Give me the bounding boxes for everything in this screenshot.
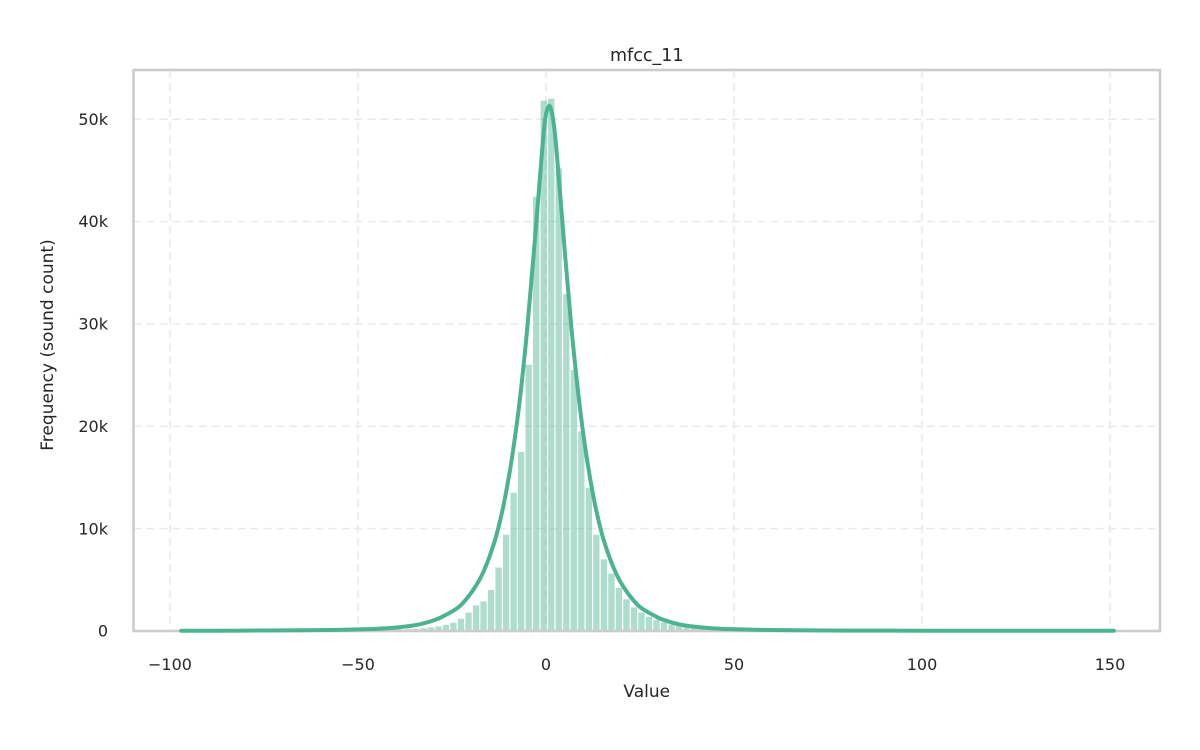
histogram-bar: [465, 612, 472, 631]
y-axis-label: Frequency (sound count): [38, 239, 58, 450]
histogram-bar: [555, 168, 562, 631]
histogram-bar: [480, 601, 487, 631]
histogram-bar: [690, 627, 698, 631]
histogram-bar: [683, 626, 690, 631]
histogram-bar: [668, 624, 675, 631]
histogram-bar: [457, 618, 465, 631]
kde-curve-layer: [179, 103, 1116, 633]
histogram-bar: [533, 196, 540, 631]
histogram-bar: [570, 369, 577, 631]
histogram-bar: [578, 431, 585, 631]
grid-layer: [133, 70, 1160, 632]
histogram-bar: [608, 573, 615, 631]
x-tick-label: 150: [1095, 655, 1126, 674]
x-tick-labels: −100 −50 0 50 100 150: [148, 655, 1125, 674]
x-tick-label: 0: [541, 655, 551, 674]
axes-spines: [132, 68, 1162, 633]
y-tick-labels: 0 10k 20k 30k 40k 50k: [78, 110, 108, 641]
x-axis-label: Value: [623, 682, 670, 702]
histogram-bar: [615, 588, 623, 631]
histogram-bar: [600, 559, 608, 631]
histogram-bar: [645, 616, 653, 631]
x-tick-label: −100: [148, 655, 192, 674]
histogram-bar: [435, 626, 442, 631]
x-tick-label: 100: [907, 655, 938, 674]
histogram-bar: [623, 599, 630, 631]
histogram-bar: [518, 451, 525, 631]
histogram-bars-layer: [375, 98, 758, 632]
histogram-bar: [585, 487, 592, 631]
histogram-bar: [638, 612, 645, 631]
histogram-bar: [450, 622, 457, 631]
histogram-bar: [653, 619, 660, 631]
y-tick-label: 10k: [78, 519, 108, 538]
kde-curve: [179, 103, 1116, 633]
x-tick-label: 50: [724, 655, 744, 674]
histogram-bar: [442, 624, 450, 631]
histogram-bar: [420, 628, 427, 631]
histogram-bar: [675, 625, 683, 631]
histogram-bar: [495, 567, 502, 631]
y-tick-label: 20k: [78, 417, 108, 436]
y-tick-label: 50k: [78, 110, 108, 129]
x-tick-label: −50: [341, 655, 375, 674]
histogram-bar: [525, 364, 532, 631]
histogram-bar: [472, 605, 480, 631]
histogram-bar: [548, 98, 555, 631]
histogram-bar: [502, 534, 510, 631]
plot-border: [132, 68, 1162, 633]
histogram-bar: [540, 100, 547, 631]
histogram-bar: [660, 622, 668, 631]
y-tick-label: 0: [98, 622, 108, 641]
histogram-bar: [630, 607, 638, 631]
y-tick-label: 30k: [78, 315, 108, 334]
histogram-bar: [510, 492, 517, 631]
histogram-bar: [487, 590, 495, 631]
y-tick-label: 40k: [78, 212, 108, 231]
histogram-bar: [427, 627, 435, 631]
histogram-bar: [593, 534, 600, 631]
histogram-bar: [563, 294, 570, 631]
chart-title: mfcc_11: [610, 46, 683, 66]
